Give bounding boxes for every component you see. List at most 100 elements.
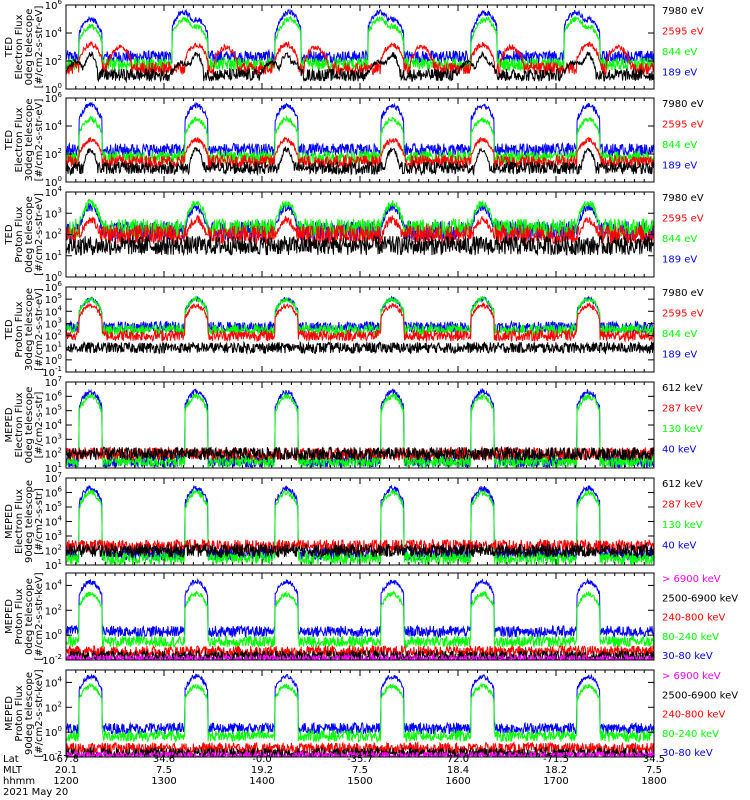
y-tick-label: 100 (45, 353, 62, 367)
y-tick-label: 102 (45, 54, 62, 68)
panel-7: 10-2 100 102 104 MEPED Proton Flux 0deg telesc… (4, 572, 738, 667)
legend-entry: 189 eV (662, 255, 697, 266)
y-tick-label: 101 (45, 461, 62, 475)
y-tick-label: 104 (45, 185, 63, 199)
y-axis-label-line: 0deg telescope (24, 578, 35, 655)
legend-entry: 80-240 keV (662, 632, 719, 643)
series-7980-ev-line (66, 145, 654, 177)
y-tick-label: 105 (45, 292, 62, 306)
y-axis-label-line: Electron Flux (14, 14, 25, 79)
y-tick-label: 102 (45, 603, 62, 617)
y-tick-label: 104 (45, 578, 63, 592)
y-axis-label-line: TED (4, 224, 15, 245)
legend-entry: 130 keV (662, 520, 703, 531)
y-axis-label-line: 90deg telescope (24, 480, 35, 563)
y-axis-label-line: [#/cm2-s-str-eV] (34, 288, 45, 371)
series-80-240-kev-line (66, 590, 654, 649)
y-tick-label: 103 (45, 529, 62, 543)
y-tick-label: 106 (45, 389, 63, 403)
legend-entry: 612 keV (662, 383, 703, 394)
x-tick-label: 1200 (53, 776, 78, 787)
legend-entry: 130 keV (662, 424, 703, 435)
y-axis-label-line: 90deg telescope (24, 672, 35, 755)
y-tick-label: 10-1 (42, 365, 62, 379)
panel-3-series (66, 198, 654, 257)
x-tick-label: 34.6 (153, 754, 175, 765)
y-axis-label-line: 30deg telescope (24, 98, 35, 181)
y-tick-label: 104 (45, 304, 63, 318)
y-tick-label: 101 (45, 341, 62, 355)
legend-entry: > 6900 keV (662, 574, 721, 585)
y-tick-label: 102 (45, 228, 62, 242)
y-tick-label: 102 (45, 544, 62, 558)
x-tick-label: 18.2 (545, 765, 567, 776)
panel-5-series (66, 388, 654, 468)
legend-entry: 7980 eV (662, 99, 704, 110)
legend-entry: 844 eV (662, 329, 697, 340)
y-axis-label-line: MEPED (4, 696, 15, 731)
date-label: 2021 May 20 (3, 787, 68, 798)
y-tick-label: 10-2 (42, 653, 62, 667)
y-tick-label: 10-2 (42, 750, 62, 764)
x-tick-label: 7.5 (352, 765, 368, 776)
y-tick-label: 102 (45, 700, 62, 714)
y-tick-label: 104 (45, 26, 63, 40)
legend-entry: > 6900 keV (662, 671, 721, 682)
y-axis-label-line: [#/cm2-s-str] (34, 488, 45, 555)
x-tick-label: 1600 (445, 776, 470, 787)
panel-1-series (66, 8, 654, 84)
y-axis-label-line: 0deg telescope (24, 387, 35, 464)
legend-entry: 7980 eV (662, 193, 704, 204)
y-axis-label-line: Proton Flux (14, 588, 25, 644)
legend-entry: 2595 eV (662, 214, 704, 225)
y-axis-label-line: [#/cm2-s-str] (34, 391, 45, 458)
y-axis-label-line: Proton Flux (14, 685, 25, 741)
y-tick-label: 104 (45, 418, 63, 432)
y-tick-label: 106 (45, 486, 63, 500)
y-tick-label: 100 (45, 175, 62, 189)
y-axis-label-line: TED (4, 130, 15, 151)
legend-entry: 240-800 keV (662, 613, 726, 624)
y-axis-label-line: MEPED (4, 407, 15, 442)
y-tick-label: 102 (45, 147, 62, 161)
series-80-240-kev-line (66, 682, 654, 744)
legend-entry: 80-240 keV (662, 729, 719, 740)
x-tick-label: 34.5 (643, 754, 665, 765)
legend-entry: 189 eV (662, 68, 697, 79)
x-tick-label: 7.5 (646, 765, 662, 776)
series-7980-ev-line (66, 340, 654, 356)
legend-entry: 2500-6900 keV (662, 690, 738, 701)
series-2595-ev-line (66, 136, 654, 169)
y-axis-label-line: MEPED (4, 599, 15, 634)
x-tick-label: 20.1 (55, 765, 77, 776)
panel-1: 100 102 104 106 TED Electron Flux 0deg telesco… (4, 0, 704, 96)
legend-entry: 2595 eV (662, 309, 704, 320)
y-tick-label: 104 (45, 119, 63, 133)
y-tick-label: 100 (45, 628, 62, 642)
y-axis-label-line: [#/cm2-s-str-eV] (34, 99, 45, 182)
panel-7-series (66, 577, 654, 660)
y-tick-label: 103 (45, 206, 62, 220)
y-axis-label-line: Electron Flux (14, 107, 25, 172)
y-axis-label-line: [#/cm2-s-str-eV] (34, 6, 45, 89)
y-tick-label: 103 (45, 316, 62, 330)
x-tick-label: -35.7 (347, 754, 373, 765)
y-tick-label: 106 (45, 280, 63, 294)
y-axis-label-line: Electron Flux (14, 392, 25, 457)
panel-8-series (66, 673, 654, 757)
legend-entry: 40 keV (662, 445, 696, 456)
y-axis-label-line: Electron Flux (14, 489, 25, 554)
legend-entry: 612 keV (662, 479, 703, 490)
y-tick-label: 105 (45, 404, 62, 418)
y-axis-label-line: 0deg telescope (24, 9, 35, 86)
legend-entry: 240-800 keV (662, 710, 726, 721)
series-612-kev-line (66, 445, 654, 462)
y-tick-label: 107 (45, 375, 62, 389)
x-tick-label: 72.0 (447, 754, 469, 765)
y-axis-label-line: TED (4, 319, 15, 340)
series-7980-ev-line (66, 50, 654, 84)
y-axis-label-line: 30deg telescope (24, 288, 35, 371)
